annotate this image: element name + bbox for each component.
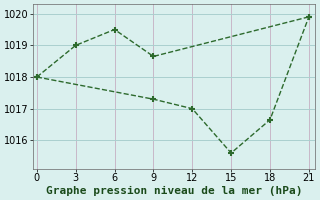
X-axis label: Graphe pression niveau de la mer (hPa): Graphe pression niveau de la mer (hPa) xyxy=(46,186,302,196)
